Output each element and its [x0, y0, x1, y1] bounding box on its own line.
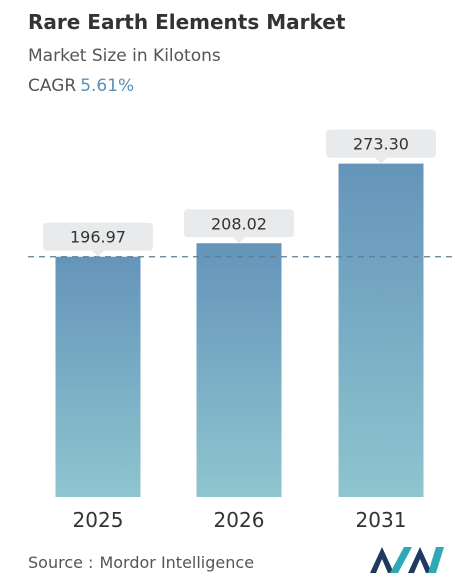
bar-2031 [338, 163, 424, 497]
value-label-2031: 273.30 [353, 135, 409, 154]
value-label-box-2031 [326, 129, 436, 158]
category-label-2025: 2025 [73, 508, 124, 532]
source-label: Source : [28, 553, 94, 572]
value-label-2025: 196.97 [70, 228, 126, 247]
value-label-2026: 208.02 [211, 214, 267, 233]
cagr-value: 5.61% [80, 76, 135, 96]
cagr-line: CAGR 5.61% [28, 76, 134, 96]
category-label-2026: 2026 [214, 508, 265, 532]
chart-subtitle: Market Size in Kilotons [28, 46, 221, 66]
cagr-label: CAGR [28, 76, 77, 96]
value-label-pointer-2026 [233, 237, 245, 244]
value-label-box-2026 [184, 209, 294, 238]
source-line: Source : Mordor Intelligence [28, 553, 254, 572]
chart-title: Rare Earth Elements Market [28, 10, 346, 34]
value-label-box-2025 [43, 222, 153, 251]
bar-2026 [196, 243, 282, 497]
value-label-pointer-2025 [92, 250, 104, 257]
category-label-2031: 2031 [356, 508, 407, 532]
source-value: Mordor Intelligence [99, 553, 255, 572]
value-label-pointer-2031 [375, 157, 387, 164]
mordor-intelligence-logo [370, 547, 444, 573]
bar-2025 [55, 256, 141, 497]
